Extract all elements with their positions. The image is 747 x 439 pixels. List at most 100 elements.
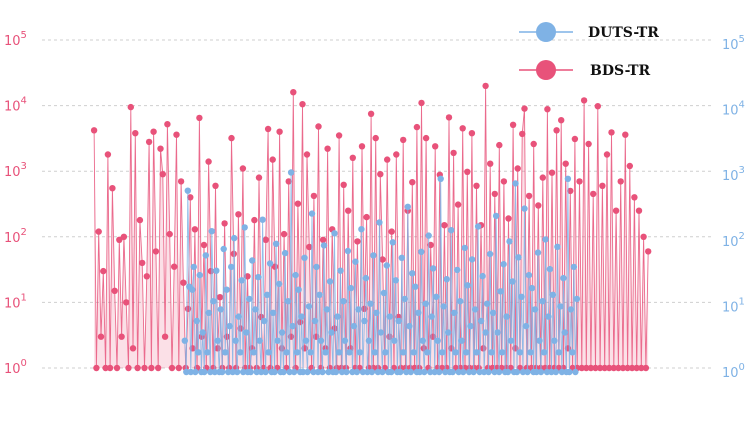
point-duts-tr-9 bbox=[195, 349, 202, 356]
point-bds-tr-72 bbox=[255, 174, 263, 181]
left-tick-label-4: 104 bbox=[4, 96, 27, 115]
point-duts-tr-53 bbox=[260, 317, 268, 325]
point-bds-tr-3 bbox=[97, 333, 105, 340]
point-duts-tr-183 bbox=[455, 368, 462, 376]
point-duts-tr-104 bbox=[337, 267, 344, 274]
point-bds-tr-219 bbox=[592, 364, 599, 372]
point-duts-tr-185 bbox=[458, 337, 465, 344]
point-bds-tr-208 bbox=[567, 187, 574, 195]
point-duts-tr-95 bbox=[323, 306, 331, 313]
point-duts-tr-115 bbox=[353, 368, 361, 376]
point-duts-tr-242 bbox=[543, 368, 551, 376]
point-duts-tr-14 bbox=[202, 252, 209, 259]
point-duts-tr-105 bbox=[338, 368, 346, 376]
point-duts-tr-144 bbox=[397, 368, 404, 376]
point-duts-tr-76 bbox=[295, 286, 302, 293]
point-bds-tr-27 bbox=[152, 248, 160, 255]
point-bds-tr-98 bbox=[315, 123, 322, 130]
point-duts-tr-45 bbox=[249, 257, 256, 264]
point-duts-tr-109 bbox=[344, 247, 352, 255]
point-duts-tr-188 bbox=[463, 349, 470, 356]
point-bds-tr-6 bbox=[104, 151, 112, 158]
point-duts-tr-197 bbox=[476, 368, 483, 376]
point-bds-tr-157 bbox=[450, 149, 457, 157]
point-duts-tr-181 bbox=[452, 349, 459, 356]
point-duts-tr-33 bbox=[231, 234, 238, 242]
point-duts-tr-66 bbox=[280, 368, 287, 376]
point-bds-tr-75 bbox=[262, 236, 269, 243]
point-bds-tr-100 bbox=[319, 236, 327, 243]
point-duts-tr-80 bbox=[301, 254, 308, 261]
point-duts-tr-117 bbox=[356, 349, 364, 356]
point-duts-tr-74 bbox=[292, 271, 299, 279]
point-duts-tr-90 bbox=[316, 291, 323, 298]
point-bds-tr-9 bbox=[111, 287, 118, 294]
point-duts-tr-162 bbox=[424, 349, 431, 356]
point-bds-tr-188 bbox=[521, 105, 528, 112]
point-bds-tr-44 bbox=[191, 226, 199, 233]
legend-marker-duts bbox=[536, 22, 556, 42]
point-duts-tr-108 bbox=[343, 368, 350, 376]
point-bds-tr-242 bbox=[645, 248, 652, 255]
point-duts-tr-259 bbox=[569, 349, 576, 356]
point-duts-tr-216 bbox=[504, 368, 512, 376]
point-bds-tr-149 bbox=[432, 143, 439, 150]
point-duts-tr-206 bbox=[489, 309, 497, 316]
point-duts-tr-251 bbox=[557, 303, 564, 310]
point-duts-tr-201 bbox=[482, 329, 489, 336]
point-bds-tr-78 bbox=[269, 156, 276, 163]
point-bds-tr-96 bbox=[310, 192, 318, 200]
point-duts-tr-180 bbox=[451, 309, 458, 316]
point-bds-tr-229 bbox=[615, 364, 622, 372]
point-duts-tr-223 bbox=[515, 254, 522, 261]
point-duts-tr-176 bbox=[445, 329, 452, 336]
point-duts-tr-135 bbox=[383, 262, 390, 269]
point-duts-tr-210 bbox=[495, 368, 503, 376]
point-bds-tr-125 bbox=[377, 171, 384, 178]
point-duts-tr-249 bbox=[554, 243, 561, 250]
point-duts-tr-243 bbox=[545, 313, 552, 320]
point-duts-tr-25 bbox=[219, 368, 226, 376]
point-bds-tr-5 bbox=[102, 364, 109, 372]
point-bds-tr-29 bbox=[157, 145, 164, 152]
point-duts-tr-231 bbox=[527, 349, 534, 356]
point-duts-tr-22 bbox=[214, 337, 221, 344]
point-duts-tr-50 bbox=[256, 337, 263, 344]
point-duts-tr-258 bbox=[567, 306, 575, 313]
point-bds-tr-232 bbox=[622, 131, 629, 138]
point-duts-tr-235 bbox=[533, 368, 540, 376]
point-bds-tr-128 bbox=[384, 156, 391, 163]
point-duts-tr-34 bbox=[232, 337, 239, 344]
point-duts-tr-111 bbox=[347, 284, 355, 292]
point-bds-tr-200 bbox=[548, 169, 556, 176]
point-bds-tr-181 bbox=[505, 215, 512, 222]
point-bds-tr-192 bbox=[530, 140, 537, 148]
point-bds-tr-238 bbox=[635, 207, 643, 214]
point-bds-tr-26 bbox=[150, 128, 157, 135]
point-duts-tr-127 bbox=[371, 349, 379, 356]
point-duts-tr-207 bbox=[491, 368, 498, 376]
point-duts-tr-224 bbox=[516, 349, 524, 356]
point-duts-tr-24 bbox=[217, 306, 224, 313]
point-bds-tr-233 bbox=[624, 364, 631, 372]
point-bds-tr-187 bbox=[519, 130, 526, 138]
point-bds-tr-65 bbox=[239, 165, 247, 172]
point-duts-tr-132 bbox=[379, 368, 386, 376]
point-duts-tr-200 bbox=[480, 368, 488, 376]
point-duts-tr-226 bbox=[519, 368, 527, 376]
point-duts-tr-72 bbox=[289, 322, 296, 330]
legend-marker-bds bbox=[536, 60, 556, 80]
point-bds-tr-13 bbox=[120, 233, 128, 240]
point-bds-tr-130 bbox=[388, 228, 395, 235]
point-duts-tr-137 bbox=[386, 313, 393, 320]
point-duts-tr-4 bbox=[187, 368, 194, 376]
point-duts-tr-148 bbox=[403, 368, 410, 376]
point-duts-tr-46 bbox=[250, 349, 257, 356]
point-duts-tr-81 bbox=[302, 337, 310, 344]
point-bds-tr-215 bbox=[583, 364, 590, 372]
point-duts-tr-40 bbox=[241, 224, 248, 231]
point-duts-tr-103 bbox=[335, 349, 343, 356]
point-duts-tr-208 bbox=[492, 212, 500, 220]
point-duts-tr-228 bbox=[522, 322, 530, 330]
point-bds-tr-32 bbox=[164, 121, 171, 128]
